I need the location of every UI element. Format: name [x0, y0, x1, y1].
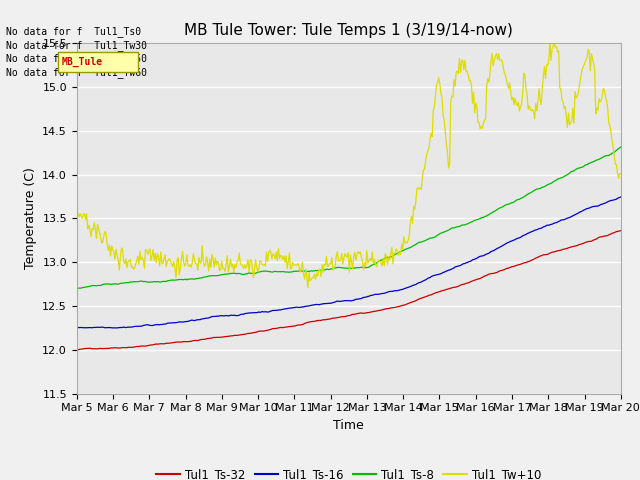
Text: No data for f  Tul1_Ts0: No data for f Tul1_Ts0: [6, 26, 141, 37]
Line: Tul1_Ts-8: Tul1_Ts-8: [77, 147, 621, 288]
Title: MB Tule Tower: Tule Temps 1 (3/19/14-now): MB Tule Tower: Tule Temps 1 (3/19/14-now…: [184, 23, 513, 38]
Tul1_Tw+10: [617, 171, 625, 177]
Text: No data for f  Tul1_Tw60: No data for f Tul1_Tw60: [6, 67, 147, 78]
X-axis label: Time: Time: [333, 419, 364, 432]
Tul1_Tw+10: [332, 253, 340, 259]
Tul1_Ts-32: [73, 347, 81, 353]
Tul1_Ts-8: [604, 153, 612, 158]
Tul1_Ts-32: [604, 233, 612, 239]
Tul1_Tw+10: [520, 70, 527, 76]
Tul1_Ts-16: [332, 299, 340, 304]
Tul1_Ts-16: [398, 287, 406, 292]
Tul1_Ts-16: [73, 325, 81, 331]
Tul1_Ts-16: [617, 194, 625, 200]
Tul1_Ts-8: [332, 265, 339, 271]
Tul1_Ts-32: [617, 228, 625, 234]
Tul1_Ts-16: [336, 299, 344, 304]
Text: No data for f  Tul1_Tw30: No data for f Tul1_Tw30: [6, 40, 147, 51]
Tul1_Ts-8: [73, 286, 81, 291]
Tul1_Ts-8: [335, 264, 342, 270]
Tul1_Ts-32: [335, 314, 342, 320]
Line: Tul1_Ts-16: Tul1_Ts-16: [77, 197, 621, 328]
Tul1_Tw+10: [369, 249, 376, 255]
Tul1_Ts-32: [332, 315, 339, 321]
Line: Tul1_Tw+10: Tul1_Tw+10: [77, 41, 621, 288]
Tul1_Ts-16: [113, 325, 121, 331]
Text: No data for f  Tul1_Tw50: No data for f Tul1_Tw50: [6, 53, 147, 64]
Y-axis label: Temperature (C): Temperature (C): [24, 168, 36, 269]
Tul1_Ts-8: [397, 249, 404, 254]
Tul1_Ts-32: [367, 309, 375, 315]
Text: MB_Tule: MB_Tule: [62, 56, 103, 67]
Line: Tul1_Ts-32: Tul1_Ts-32: [77, 231, 621, 350]
Tul1_Ts-16: [605, 198, 612, 204]
Tul1_Ts-16: [369, 292, 376, 298]
Tul1_Tw+10: [546, 38, 554, 44]
Tul1_Ts-16: [520, 232, 527, 238]
Tul1_Tw+10: [336, 258, 344, 264]
Tul1_Ts-32: [519, 261, 527, 266]
Tul1_Ts-32: [397, 303, 404, 309]
Tul1_Ts-8: [519, 195, 527, 201]
Tul1_Tw+10: [73, 203, 81, 208]
Tul1_Tw+10: [304, 285, 312, 291]
Tul1_Tw+10: [398, 241, 406, 247]
Legend: Tul1_Ts-32, Tul1_Ts-16, Tul1_Ts-8, Tul1_Tw+10: Tul1_Ts-32, Tul1_Ts-16, Tul1_Ts-8, Tul1_…: [152, 463, 546, 480]
Tul1_Tw+10: [606, 123, 614, 129]
Tul1_Ts-8: [367, 263, 375, 268]
Tul1_Ts-8: [617, 144, 625, 150]
